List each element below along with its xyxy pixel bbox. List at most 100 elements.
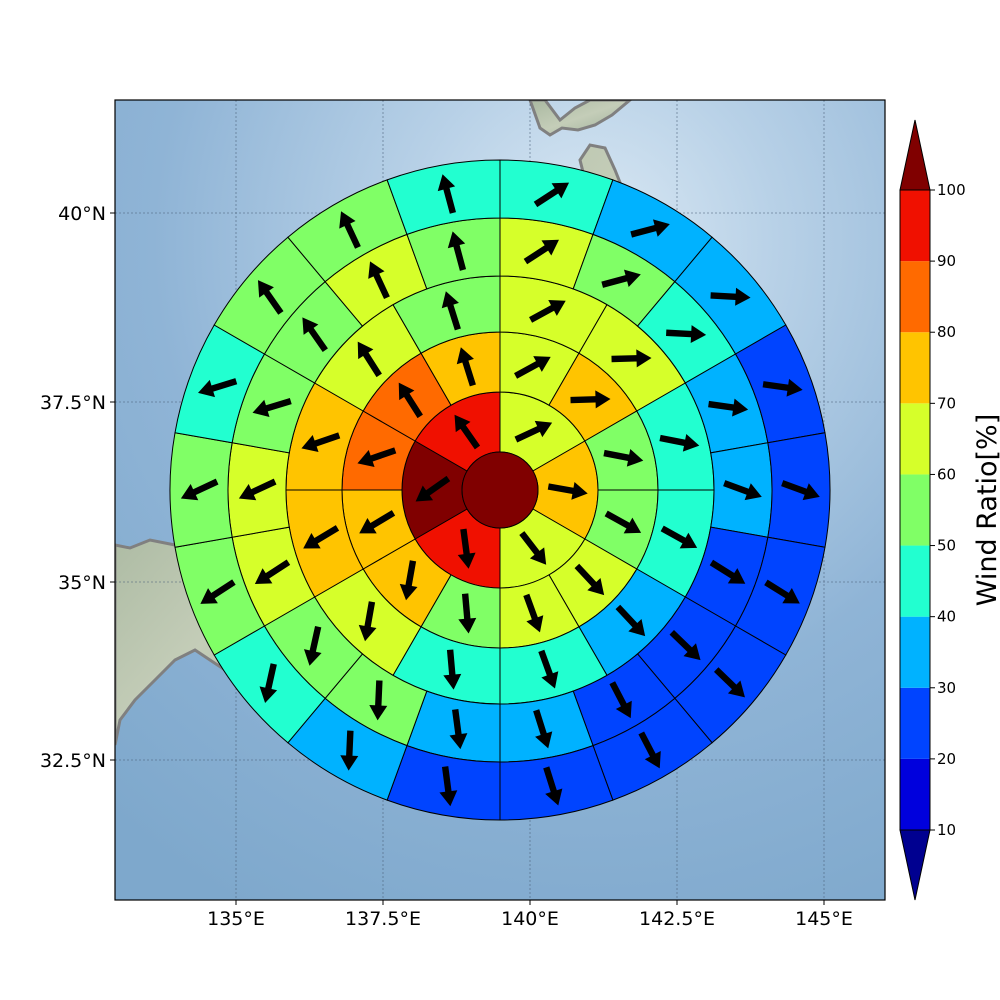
colorbar-tick-label-4: 50 — [937, 537, 956, 555]
wind-arrow-ring2-11 — [456, 347, 476, 387]
wind-arrow-ring3-6 — [443, 649, 462, 690]
wind-arrow-ring6-4 — [0, 0, 9, 20]
wind-arrow-ring3-7 — [358, 601, 377, 642]
x-tick-label-2: 140°E — [501, 908, 559, 930]
wind-arrow-ring1-5 — [454, 414, 481, 450]
wind-arrow-ring5-5 — [764, 579, 800, 604]
wind-arrow-ring2-1 — [570, 390, 611, 409]
colorbar-tick-label-1: 20 — [937, 750, 956, 768]
wind-arrow-ring2-7 — [399, 560, 418, 601]
wind-arrow-ring4-13 — [238, 478, 277, 501]
wind-arrow-ring5-11 — [259, 663, 278, 704]
colorbar-tick-label-5: 60 — [937, 465, 956, 483]
wind-arrow-ring4-14 — [252, 397, 292, 417]
wind-arrow-ring4-3 — [708, 398, 749, 417]
colorbar-tick-label-0: 10 — [937, 821, 956, 839]
colorbar-over-triangle — [899, 119, 931, 191]
wind-arrow-ring2-3 — [604, 510, 642, 534]
wind-arrow-ring5-17 — [437, 174, 456, 214]
colorbar-tick-label-3: 40 — [937, 608, 956, 626]
colorbar-frame — [899, 189, 931, 831]
sector-layer — [169, 159, 831, 821]
wind-arrow-ring3-1 — [611, 349, 652, 368]
wind-arrow-ring5-10 — [340, 730, 359, 771]
wind-arrow-ring5-14 — [198, 378, 238, 398]
wind-arrow-ring3-2 — [659, 433, 700, 452]
wind-arrow-ring4-6 — [669, 630, 701, 661]
wind-arrow-ring2-9 — [357, 447, 397, 468]
y-tick-label-2: 37.5°N — [40, 392, 106, 414]
wind-arrow-ring3-9 — [301, 432, 341, 452]
wind-arrow-ring3-8 — [303, 525, 340, 549]
wind-arrow-ring5-13 — [180, 478, 219, 501]
y-tick-label-0: 32.5°N — [40, 750, 106, 772]
wind-arrow-ring6-5 — [0, 0, 9, 20]
sector-ring5-17 — [386, 159, 501, 236]
wind-arrow-ring6-6 — [0, 0, 9, 20]
colorbar-bin-0 — [900, 758, 930, 830]
colorbar-tick-label-6: 70 — [937, 394, 956, 412]
wind-arrow-ring2-8 — [359, 510, 396, 534]
center-disk — [461, 451, 539, 529]
wind-arrow-ring1-4 — [415, 475, 451, 502]
wind-arrow-ring4-5 — [709, 559, 746, 584]
land-hokkaido — [528, 100, 633, 137]
colorbar-under-triangle — [899, 829, 931, 901]
wind-arrow-ring2-2 — [603, 448, 644, 467]
colorbar-tick-label-2: 30 — [937, 679, 956, 697]
wind-arrow-ring5-4 — [781, 480, 820, 501]
wind-arrow-ring6-7 — [0, 0, 9, 20]
wind-arrow-ring6-22 — [0, 0, 9, 20]
wind-arrow-ring5-12 — [200, 579, 236, 604]
wind-arrow-ring6-17 — [0, 0, 9, 20]
wind-arrow-ring4-2 — [666, 325, 707, 344]
wind-arrow-ring6-18 — [0, 0, 9, 20]
colorbar-tick-label-7: 80 — [937, 323, 956, 341]
wind-arrow-ring4-1 — [601, 269, 641, 288]
wind-arrow-ring4-10 — [369, 680, 388, 721]
wind-arrow-ring5-1 — [630, 219, 670, 238]
wind-arrow-ring6-1 — [0, 0, 9, 20]
wind-arrow-ring4-12 — [254, 559, 291, 585]
wind-arrow-ring6-23 — [0, 0, 9, 20]
wind-arrow-ring5-6 — [713, 667, 745, 698]
wind-arrow-ring4-9 — [449, 709, 468, 750]
wind-arrow-ring5-3 — [762, 378, 803, 397]
wind-arrow-ring6-12 — [0, 0, 9, 20]
colorbar-label: Wind Ratio[%] — [972, 414, 1000, 606]
wind-arrow-ring6-15 — [0, 0, 9, 20]
wind-arrow-ring6-13 — [0, 0, 9, 20]
colorbar-bin-5 — [900, 403, 930, 475]
colorbar: 10 20 30 40 50 60 70 80 90 100 — [899, 119, 966, 901]
wind-arrow-ring4-15 — [302, 317, 328, 353]
colorbar-bin-4 — [900, 474, 930, 546]
wind-arrow-ring6-8 — [0, 0, 9, 20]
wind-arrow-ring1-3 — [457, 528, 476, 569]
wind-arrow-ring2-4 — [574, 563, 605, 596]
wind-arrow-ring3-0 — [529, 300, 566, 323]
wind-arrow-ring1-1 — [547, 482, 588, 500]
wind-arrow-ring4-8 — [533, 709, 553, 749]
wind-arrow-ring2-6 — [458, 593, 477, 634]
wind-arrow-ring5-16 — [339, 211, 361, 249]
wind-arrow-ring6-2 — [0, 0, 9, 20]
colorbar-bin-2 — [900, 616, 930, 688]
wind-arrow-ring4-11 — [303, 625, 322, 666]
wind-arrow-ring4-7 — [609, 681, 632, 719]
wind-arrow-ring1-2 — [519, 531, 547, 565]
wind-arrow-ring6-3 — [0, 0, 9, 20]
colorbar-bin-3 — [900, 545, 930, 617]
wind-arrow-ring6-9 — [0, 0, 9, 20]
wind-arrow-ring6-19 — [0, 0, 9, 20]
wind-arrow-ring3-3 — [660, 525, 698, 549]
wind-arrow-ring6-20 — [0, 0, 9, 20]
wind-arrow-ring6-11 — [0, 0, 9, 20]
map-panel — [0, 0, 885, 900]
wind-arrow-ring2-0 — [514, 356, 551, 379]
arrow-layer — [0, 0, 820, 807]
wind-arrow-ring5-8 — [543, 766, 563, 806]
colorbar-bin-7 — [900, 261, 930, 333]
x-tick-label-1: 137.5°E — [345, 908, 421, 930]
colorbar-tick-label-8: 90 — [937, 252, 956, 270]
